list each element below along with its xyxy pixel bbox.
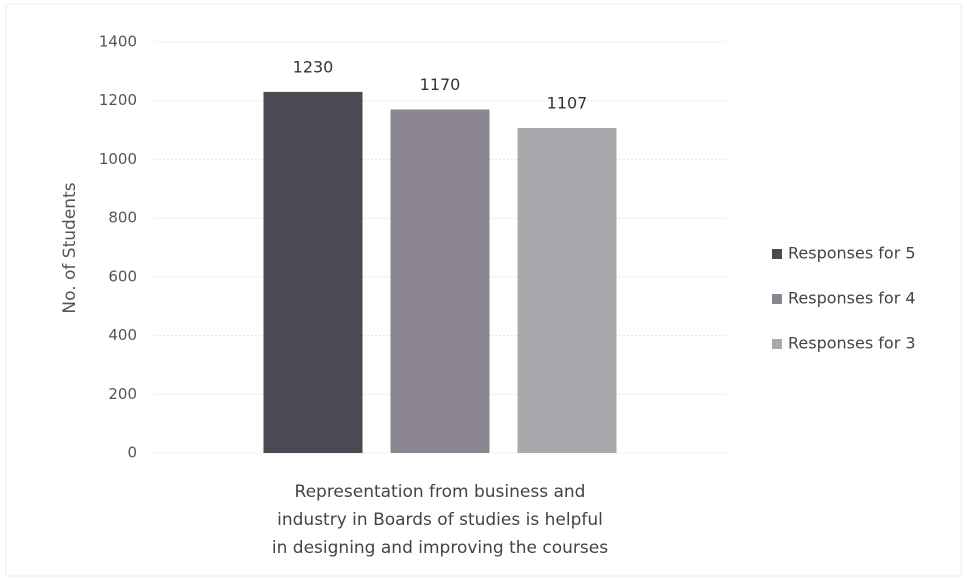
chart-border <box>5 3 962 577</box>
y-tick-label: 0 <box>127 444 137 462</box>
y-tick-label: 200 <box>108 385 137 403</box>
data-label: 1230 <box>293 57 334 76</box>
y-axis-label: No. of Students <box>60 182 80 313</box>
legend-swatch <box>772 339 782 349</box>
y-tick-label: 1400 <box>99 33 137 51</box>
legend-label: Responses for 5 <box>788 244 916 263</box>
legend-swatch <box>772 249 782 259</box>
y-tick-label: 1200 <box>99 91 137 109</box>
legend-label: Responses for 3 <box>788 334 916 353</box>
data-label: 1107 <box>547 94 588 113</box>
y-tick-label: 800 <box>108 209 137 227</box>
legend-label: Responses for 4 <box>788 289 916 308</box>
y-tick-label: 1000 <box>99 150 137 168</box>
bar <box>390 109 490 454</box>
y-tick-label: 400 <box>108 326 137 344</box>
data-label: 1170 <box>420 75 461 94</box>
bar <box>517 128 617 454</box>
y-tick-label: 600 <box>108 267 137 285</box>
x-tick-label: Representation from business and industr… <box>271 482 609 558</box>
bar <box>263 91 363 454</box>
legend-swatch <box>772 294 782 304</box>
